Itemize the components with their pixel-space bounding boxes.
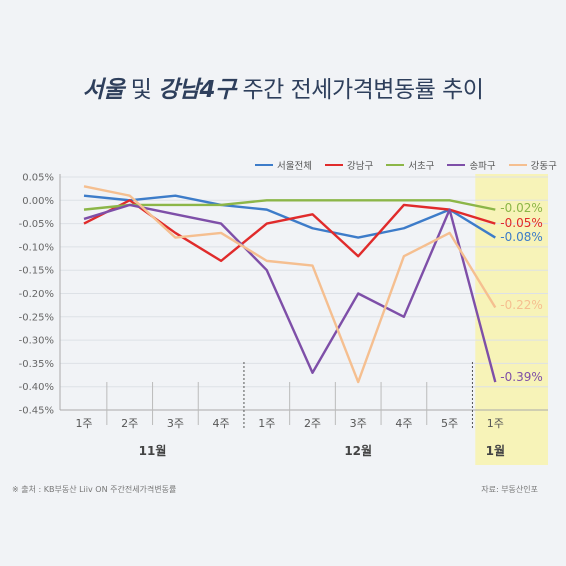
month-label: 11월 [139,443,167,458]
source-note: ※ 출처 : KB부동산 Liiv ON 주간전세가격변동률 [12,485,177,494]
y-tick-label: 0.05% [22,173,54,184]
latest-week-highlight [475,174,548,465]
y-tick-label: -0.20% [19,289,54,300]
y-tick-label: -0.30% [19,336,54,347]
legend-item: 서울전체 [255,158,312,172]
y-tick-label: -0.40% [19,382,54,393]
series-end-label: -0.05% [500,216,542,230]
title-part-gangnam4gu: 강남4구 [158,77,236,103]
legend-label: 강남구 [346,161,374,172]
series-line [83,199,496,211]
x-tick-label: 4주 [395,417,412,430]
x-tick-label: 4주 [213,417,230,430]
y-tick-label: -0.15% [19,266,54,277]
legend-item: 서초구 [386,158,434,172]
legend-label: 송파구 [469,161,496,172]
month-label: 1월 [486,443,505,458]
legend-item: 송파구 [447,158,496,172]
y-tick-label: 0.00% [22,196,54,207]
legend-swatch [255,163,273,167]
x-tick-label: 1주 [75,417,92,430]
y-tick-label: -0.25% [19,312,54,323]
series-end-label: -0.02% [500,201,542,215]
y-tick-label: -0.45% [19,406,54,417]
legend-swatch [447,163,466,167]
chart-title: 서울 및 강남4구 주간 전세가격변동률 추이 [0,70,566,104]
title-part-seoul: 서울 [82,77,125,103]
x-tick-label: 2주 [121,417,138,430]
legend-swatch [508,163,527,167]
legend-item: 강동구 [508,158,557,172]
x-tick-label: 1주 [487,417,504,430]
series-end-label: -0.39% [500,370,542,384]
y-tick-label: -0.35% [19,359,54,370]
x-tick-label: 3주 [350,417,367,430]
credit-note: 자료: 부동산인포 [481,485,538,494]
series-end-label: -0.08% [500,230,542,244]
y-tick-label: -0.10% [19,242,54,253]
series-line [83,203,497,383]
month-label: 12월 [344,443,372,458]
legend-swatch [324,163,343,167]
y-tick-label: -0.05% [19,219,54,230]
legend-item: 강남구 [324,158,374,172]
x-tick-label: 3주 [167,417,184,430]
x-tick-label: 2주 [304,417,321,430]
title-part-rest: 주간 전세가격변동률 추이 [235,77,484,103]
x-tick-label: 1주 [258,417,275,430]
legend-label: 강동구 [530,161,557,172]
series-line [83,185,497,384]
series-end-label: -0.22% [500,298,542,312]
legend-label: 서초구 [408,161,435,172]
legend-label: 서울전체 [277,161,312,172]
chart-legend: 서울전체 강남구 서초구 송파구 강동구 [255,158,557,172]
x-tick-label: 5주 [441,417,458,430]
title-part-and: 및 [123,77,159,103]
series-line [83,194,496,239]
legend-swatch [386,163,405,167]
